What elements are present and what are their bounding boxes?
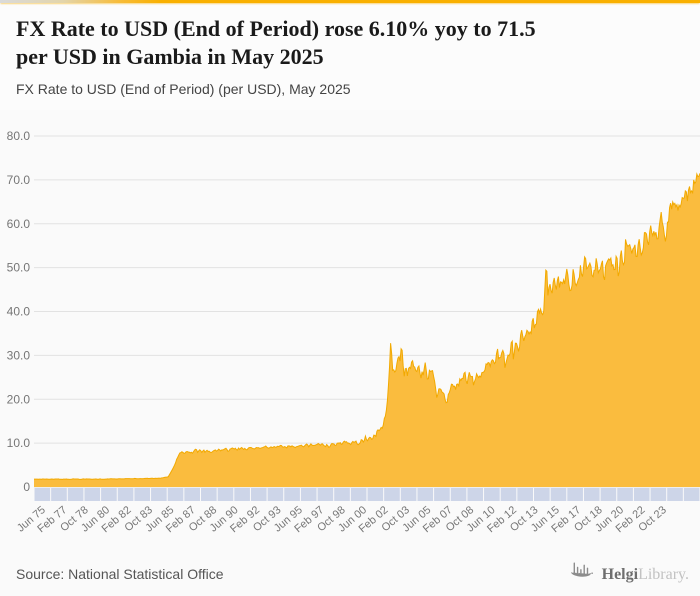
svg-text:50.0: 50.0 (7, 261, 31, 275)
svg-text:30.0: 30.0 (7, 348, 31, 362)
svg-text:80.0: 80.0 (7, 129, 31, 143)
svg-text:20.0: 20.0 (7, 392, 31, 406)
svg-text:60.0: 60.0 (7, 217, 31, 231)
svg-text:40.0: 40.0 (7, 305, 31, 319)
svg-text:70.0: 70.0 (7, 173, 31, 187)
svg-text:10.0: 10.0 (7, 436, 31, 450)
svg-text:0: 0 (23, 480, 30, 494)
